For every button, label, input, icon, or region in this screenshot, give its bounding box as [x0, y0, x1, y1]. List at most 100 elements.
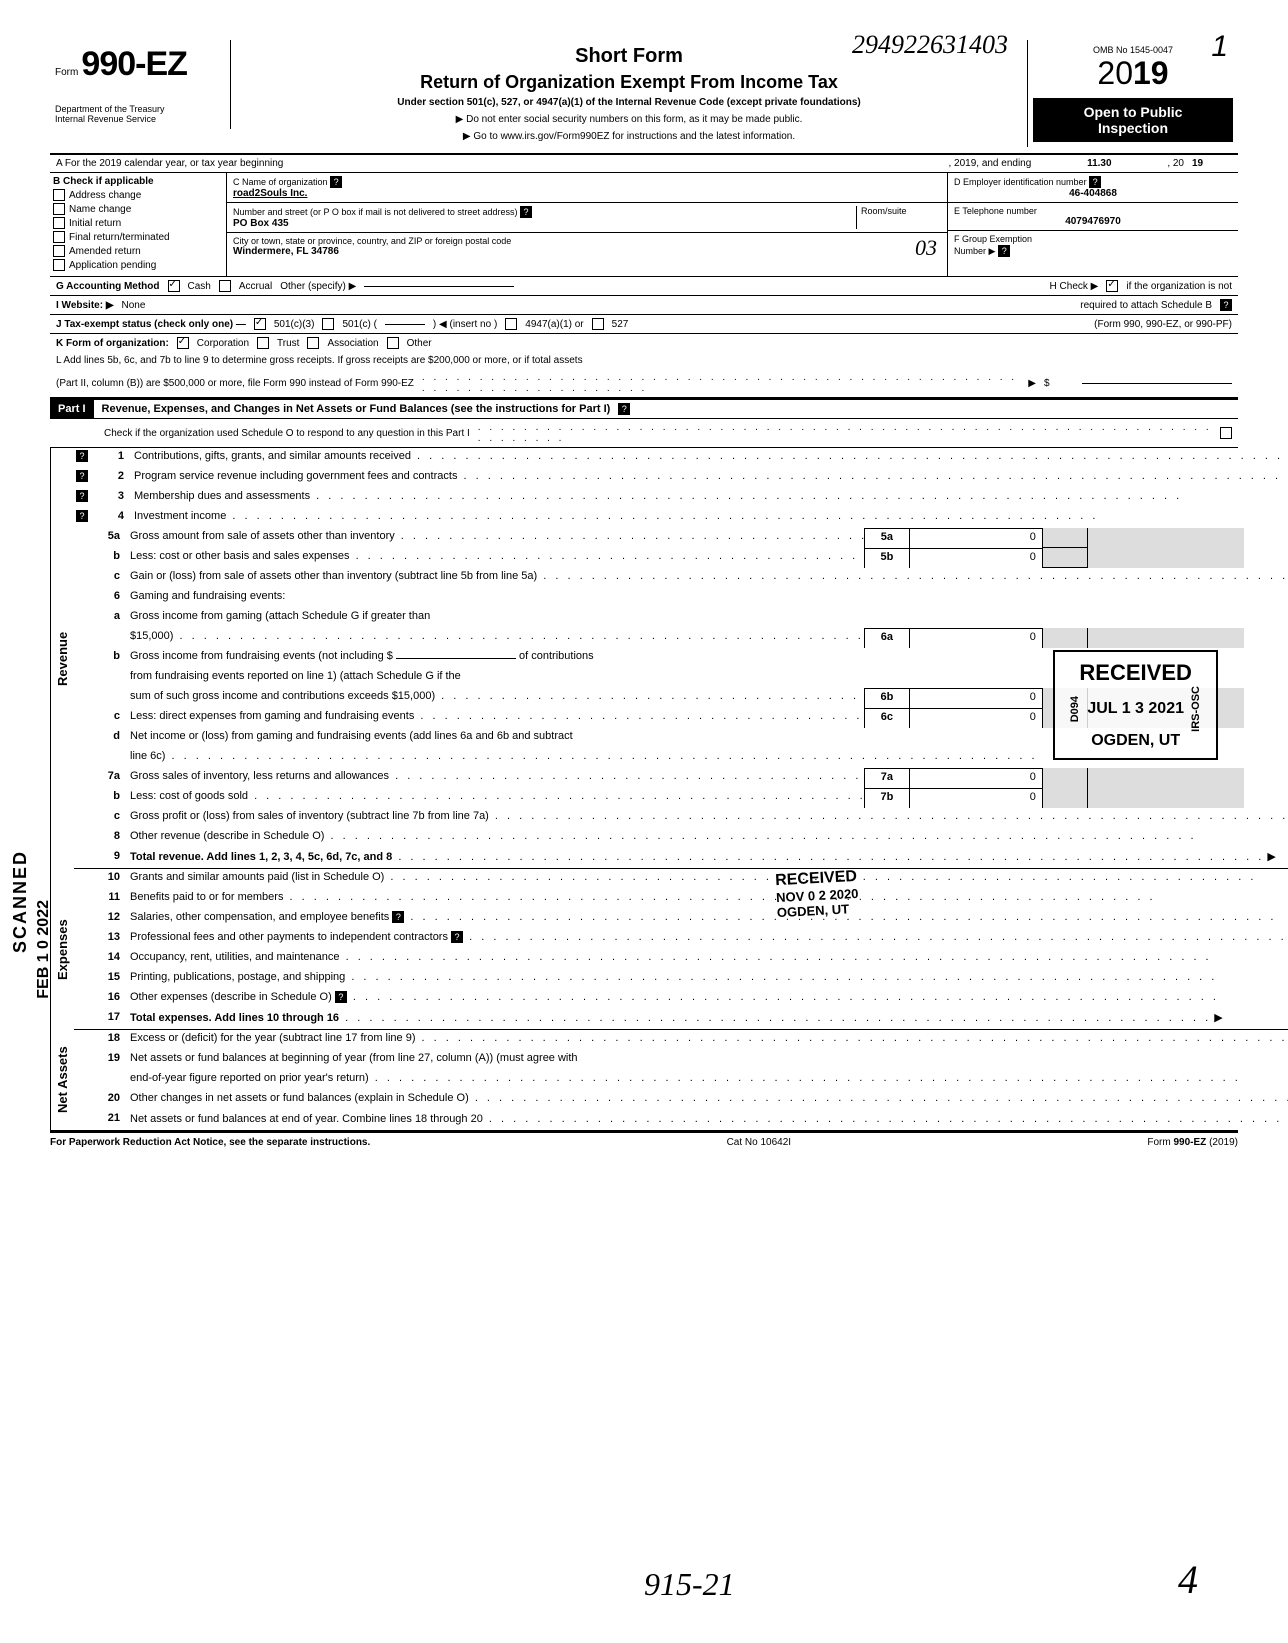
- label-g: G Accounting Method: [56, 281, 160, 292]
- label-f2: Number ▶: [954, 246, 995, 256]
- help-icon[interactable]: ?: [330, 176, 342, 188]
- line-19-1: 19Net assets or fund balances at beginni…: [74, 1050, 1288, 1070]
- sections-bcdef: B Check if applicable Address change Nam…: [50, 173, 1238, 277]
- section-b-title: B Check if applicable: [53, 176, 223, 187]
- line-6a-1: a Gross income from gaming (attach Sched…: [74, 608, 1288, 628]
- check-cash[interactable]: [168, 280, 180, 292]
- part-1-label: Part I: [50, 400, 94, 418]
- footer: For Paperwork Reduction Act Notice, see …: [50, 1132, 1238, 1148]
- help-icon[interactable]: ?: [76, 470, 88, 482]
- subtitle: Under section 501(c), 527, or 4947(a)(1)…: [241, 97, 1017, 108]
- line-5c: c Gain or (loss) from sale of assets oth…: [74, 568, 1288, 588]
- section-a-sep: , 20: [1167, 158, 1184, 169]
- label-c: C Name of organization: [233, 177, 328, 187]
- open-public: Open to Public Inspection: [1033, 98, 1233, 142]
- ending-month: 11.30: [1039, 158, 1159, 169]
- website-value: None: [122, 300, 146, 311]
- check-4947[interactable]: [505, 318, 517, 330]
- line-12: 12Salaries, other compensation, and empl…: [74, 909, 1288, 929]
- year-block: OMB No 1545-0047 2019 Open to Public Ins…: [1027, 40, 1238, 147]
- form-prefix: Form: [55, 67, 78, 78]
- help-icon[interactable]: ?: [520, 206, 532, 218]
- check-501c[interactable]: [322, 318, 334, 330]
- line-17: 17Total expenses. Add lines 10 through 1…: [74, 1009, 1288, 1030]
- section-c: C Name of organization ? road2Souls Inc.…: [227, 173, 948, 276]
- help-icon[interactable]: ?: [76, 490, 88, 502]
- l-text1: L Add lines 5b, 6c, and 7b to line 9 to …: [56, 355, 583, 366]
- check-schedule-o[interactable]: [1220, 427, 1232, 439]
- check-address[interactable]: Address change: [53, 189, 223, 201]
- label-i: I Website: ▶: [56, 300, 114, 311]
- instruction-1: ▶ Do not enter social security numbers o…: [241, 114, 1017, 125]
- section-i-row: I Website: ▶ None required to attach Sch…: [50, 296, 1238, 315]
- section-g-row: G Accounting Method Cash Accrual Other (…: [50, 277, 1238, 296]
- room-suite-label: Room/suite: [856, 206, 941, 229]
- line-9: 9 Total revenue. Add lines 1, 2, 3, 4, 5…: [74, 848, 1288, 869]
- check-pending[interactable]: Application pending: [53, 259, 223, 271]
- line-21: 21Net assets or fund balances at end of …: [74, 1110, 1288, 1130]
- check-initial[interactable]: Initial return: [53, 217, 223, 229]
- check-name[interactable]: Name change: [53, 203, 223, 215]
- check-other-org[interactable]: [387, 337, 399, 349]
- ending-year: 19: [1192, 158, 1232, 169]
- help-icon[interactable]: ?: [76, 510, 88, 522]
- expenses-section: Expenses 10Grants and similar amounts pa…: [50, 869, 1238, 1030]
- label-f: F Group Exemption: [954, 234, 1032, 244]
- ein: 46-404868: [954, 188, 1232, 199]
- omb-number: OMB No 1545-0047: [1033, 45, 1233, 55]
- received-stamp: RECEIVED D094 JUL 1 3 2021 IRS-OSC OGDEN…: [1053, 650, 1218, 760]
- check-trust[interactable]: [257, 337, 269, 349]
- line-19-2: end-of-year figure reported on prior yea…: [74, 1070, 1288, 1090]
- sections-def: D Employer identification number ? 46-40…: [948, 173, 1238, 276]
- l-text2: (Part II, column (B)) are $500,000 or mo…: [56, 378, 414, 389]
- check-accrual[interactable]: [219, 280, 231, 292]
- section-h-4: (Form 990, 990-EZ, or 990-PF): [1094, 319, 1232, 330]
- section-f: F Group Exemption Number ▶ ?: [948, 231, 1238, 260]
- check-h[interactable]: [1106, 280, 1118, 292]
- check-501c3[interactable]: [254, 318, 266, 330]
- line-16: 16Other expenses (describe in Schedule O…: [74, 989, 1288, 1009]
- section-l-1: L Add lines 5b, 6c, and 7b to line 9 to …: [50, 352, 1238, 369]
- section-e: E Telephone number 4079476970: [948, 203, 1238, 231]
- help-icon[interactable]: ?: [76, 450, 88, 462]
- check-line-text: Check if the organization used Schedule …: [104, 428, 470, 439]
- section-h-3: required to attach Schedule B: [1080, 300, 1212, 311]
- line-7b: b Less: cost of goods sold 7b 0: [74, 788, 1288, 808]
- label-j: J Tax-exempt status (check only one) —: [56, 319, 246, 330]
- received-stamp-2: RECEIVED NOV 0 2 2020 OGDEN, UT: [774, 868, 859, 920]
- help-icon[interactable]: ?: [998, 245, 1010, 257]
- handwritten-bottom-right: 4: [1178, 1556, 1198, 1603]
- line-4: ? 4 Investment income 4 0: [74, 508, 1288, 528]
- section-h-1: H Check ▶: [1050, 281, 1099, 292]
- check-527[interactable]: [592, 318, 604, 330]
- help-icon[interactable]: ?: [1089, 176, 1101, 188]
- handwritten-o3: 03: [915, 235, 937, 261]
- l-dollar: $: [1044, 378, 1074, 389]
- instruction-2: ▶ Go to www.irs.gov/Form990EZ for instru…: [241, 131, 1017, 142]
- line-7a: 7a Gross sales of inventory, less return…: [74, 768, 1288, 788]
- check-amended[interactable]: Amended return: [53, 245, 223, 257]
- section-a-label: A For the 2019 calendar year, or tax yea…: [56, 158, 283, 169]
- help-icon[interactable]: ?: [392, 911, 404, 923]
- help-icon[interactable]: ?: [451, 931, 463, 943]
- line-15: 15Printing, publications, postage, and s…: [74, 969, 1288, 989]
- help-icon[interactable]: ?: [618, 403, 630, 415]
- line-10: 10Grants and similar amounts paid (list …: [74, 869, 1288, 889]
- feb-date-stamp: FEB 1 0 2022: [35, 900, 53, 999]
- help-icon[interactable]: ?: [335, 991, 347, 1003]
- check-corp[interactable]: [177, 337, 189, 349]
- help-icon[interactable]: ?: [1220, 299, 1232, 311]
- part-1-check: Check if the organization used Schedule …: [50, 419, 1238, 448]
- section-a-mid: , 2019, and ending: [948, 158, 1031, 169]
- label-k: K Form of organization:: [56, 338, 169, 349]
- check-assoc[interactable]: [307, 337, 319, 349]
- check-final[interactable]: Final return/terminated: [53, 231, 223, 243]
- line-5b: b Less: cost or other basis and sales ex…: [74, 548, 1288, 568]
- handwritten-bottom: 915-21: [644, 1566, 735, 1603]
- l-arrow: ▶: [1028, 378, 1036, 389]
- dept-irs: Internal Revenue Service: [55, 114, 225, 124]
- part-1-title: Revenue, Expenses, and Changes in Net As…: [94, 400, 619, 418]
- tax-year: 2019: [1033, 55, 1233, 92]
- section-k-row: K Form of organization: Corporation Trus…: [50, 334, 1238, 352]
- line-5a: 5a Gross amount from sale of assets othe…: [74, 528, 1288, 548]
